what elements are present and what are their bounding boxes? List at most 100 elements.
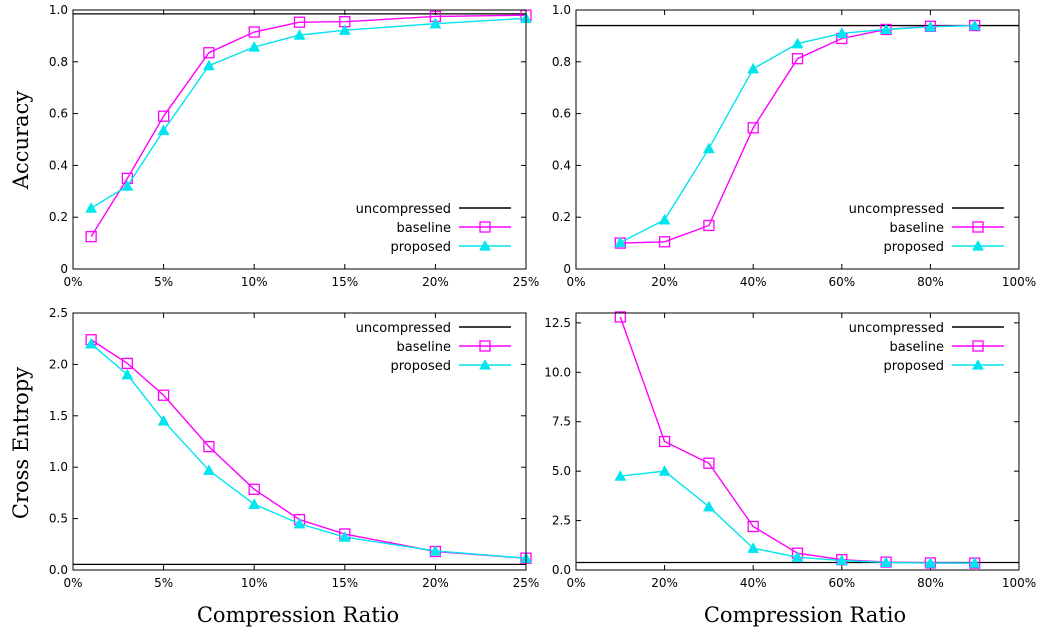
y-tick-label: 0.8 <box>49 55 68 69</box>
proposed-point <box>202 59 215 71</box>
legend: uncompressed baseline proposed <box>849 321 1004 374</box>
x-tick-label: 15% <box>331 275 358 289</box>
legend-label-proposed: proposed <box>391 359 452 374</box>
x-tick-label: 10% <box>241 576 268 590</box>
legend: uncompressed baseline proposed <box>356 202 511 255</box>
proposed-point <box>702 500 715 512</box>
x-tick-label: 0% <box>566 275 585 289</box>
proposed-point <box>747 542 760 553</box>
x-tick-label: 0% <box>63 576 82 590</box>
panel-entropy-small: 0% 5% 10% 15% 20% 25% 0.0 0.5 1.0 1.5 2.0 2.5 uncomp… <box>49 306 539 590</box>
x-tick-label: 20% <box>422 275 449 289</box>
baseline-point <box>614 311 626 323</box>
baseline-point <box>703 219 715 232</box>
legend-label-proposed: proposed <box>884 359 945 374</box>
column-label-right: Compression Ratio <box>704 603 906 627</box>
baseline-point <box>157 389 170 401</box>
proposed-point <box>293 517 306 529</box>
proposed-point <box>248 41 261 52</box>
proposed-point <box>429 17 442 29</box>
baseline-point <box>85 230 97 243</box>
proposed-point <box>85 202 98 213</box>
panel-entropy-large: 0% 20% 40% 60% 80% 100% 0.0 2.5 5.0 7.5 10.0 12.5 un… <box>544 311 1036 590</box>
proposed-point <box>338 531 351 542</box>
x-tick-label: 5% <box>154 576 173 590</box>
plot-frame <box>72 9 527 270</box>
legend-marker-baseline <box>479 340 491 352</box>
legend-marker-proposed <box>972 239 984 251</box>
proposed-point <box>85 337 98 349</box>
proposed-line <box>90 343 527 559</box>
y-tick-label: 0.0 <box>552 563 571 577</box>
legend-label-uncompressed: uncompressed <box>849 202 944 217</box>
legend-label-uncompressed: uncompressed <box>849 321 944 336</box>
legend-marker-proposed <box>972 358 984 370</box>
x-tick-label: 40% <box>740 275 767 289</box>
proposed-line <box>620 470 975 564</box>
column-label-left: Compression Ratio <box>197 603 399 627</box>
y-tick-label: 0.2 <box>552 210 571 224</box>
proposed-point <box>157 124 170 136</box>
y-tick-label: 0.0 <box>49 563 68 577</box>
y-tick-label: 1.5 <box>49 409 68 423</box>
legend-label-baseline: baseline <box>890 340 944 355</box>
baseline-point <box>203 47 215 59</box>
baseline-point <box>791 53 804 65</box>
legend-label-baseline: baseline <box>397 340 451 355</box>
y-tick-label: 0.6 <box>49 107 68 121</box>
baseline-point <box>248 483 260 495</box>
proposed-point <box>791 37 804 49</box>
plot-frame <box>72 312 527 571</box>
x-tick-label: 20% <box>422 576 449 590</box>
legend-marker-baseline <box>972 340 984 352</box>
x-tick-label: 0% <box>566 576 585 590</box>
legend-label-proposed: proposed <box>391 240 452 255</box>
legend-marker-baseline <box>972 221 984 233</box>
plot-frame <box>575 312 1020 571</box>
y-tick-label: 7.5 <box>552 415 571 429</box>
proposed-line <box>90 17 527 209</box>
proposed-point <box>924 557 937 568</box>
y-tick-label: 2.5 <box>552 514 571 528</box>
legend-marker-proposed <box>479 358 491 370</box>
y-tick-label: 5.0 <box>552 464 571 478</box>
x-tick-label: 80% <box>917 275 944 289</box>
legend-label-uncompressed: uncompressed <box>356 321 451 336</box>
proposed-point <box>202 464 215 475</box>
x-tick-label: 100% <box>1002 275 1036 289</box>
proposed-point <box>429 544 442 556</box>
legend-marker-baseline <box>479 221 491 233</box>
proposed-point <box>614 470 627 481</box>
proposed-point <box>924 20 937 32</box>
x-tick-label: 40% <box>740 576 767 590</box>
proposed-point <box>293 29 306 40</box>
proposed-point <box>121 180 134 191</box>
y-tick-label: 2.5 <box>49 306 68 320</box>
row-label-cross-entropy: Cross Entropy <box>9 367 33 519</box>
proposed-point <box>880 23 893 35</box>
panel-accuracy-large: 0% 20% 40% 60% 80% 100% 0 0.2 0.4 0.6 0.8 1.0 uncomp… <box>552 3 1036 289</box>
proposed-point <box>614 236 627 248</box>
y-tick-label: 0 <box>60 262 68 276</box>
y-tick-label: 1.0 <box>552 3 571 17</box>
x-tick-label: 0% <box>63 275 82 289</box>
row-label-accuracy: Accuracy <box>9 91 33 191</box>
proposed-point <box>121 368 134 380</box>
proposed-point <box>702 142 715 154</box>
proposed-point <box>968 19 981 31</box>
y-tick-label: 0.4 <box>49 158 68 172</box>
y-tick-label: 0.5 <box>49 512 68 526</box>
y-tick-label: 2.0 <box>49 357 68 371</box>
baseline-point <box>747 122 759 134</box>
legend-label-baseline: baseline <box>397 221 451 236</box>
baseline-point <box>121 357 134 370</box>
baseline-point <box>293 16 306 28</box>
baseline-point <box>248 26 260 38</box>
y-tick-label: 0.4 <box>552 158 571 172</box>
baseline-point <box>747 520 759 533</box>
x-tick-label: 5% <box>154 275 173 289</box>
proposed-point <box>791 551 804 562</box>
proposed-point <box>157 414 170 426</box>
x-tick-label: 20% <box>651 275 678 289</box>
